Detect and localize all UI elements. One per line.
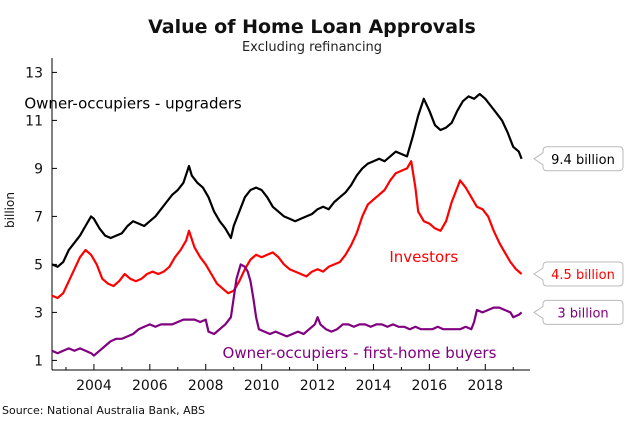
chart-title: Value of Home Loan Approvals [148, 16, 476, 38]
x-tick-label: 2014 [356, 378, 392, 394]
y-tick-label: 5 [34, 257, 43, 273]
source-note: Source: National Australia Bank, ABS [2, 404, 205, 417]
y-tick-label: 13 [25, 65, 43, 81]
end-label-2: 4.5 billion [533, 261, 624, 287]
y-axis-label: billion [3, 192, 17, 228]
end-label-text: 4.5 billion [551, 268, 615, 283]
end-label-text: 3 billion [557, 306, 608, 321]
y-tick-label: 9 [34, 161, 43, 177]
series-group [51, 92, 523, 357]
x-tick-label: 2010 [244, 378, 280, 394]
x-tick-label: 2006 [132, 378, 168, 394]
end-labels: 9.4 billion 4.5 billion 3 billion [533, 146, 624, 325]
end-label-box [533, 299, 624, 325]
x-tick-label: 2018 [467, 378, 503, 394]
end-label-box [533, 261, 624, 287]
x-tick-label: 2016 [412, 378, 448, 394]
end-label-text: 9.4 billion [551, 153, 615, 168]
chart-subtitle: Excluding refinancing [242, 40, 382, 55]
x-tick-label: 2012 [300, 378, 336, 394]
series-line-1 [51, 92, 523, 268]
series-line-2 [51, 160, 523, 300]
x-tick-label: 2008 [188, 378, 224, 394]
end-label-box [533, 146, 624, 172]
end-label-1: 9.4 billion [533, 146, 624, 172]
y-tick-label: 3 [34, 305, 43, 321]
series-annotation-3: Owner-occupiers - first-home buyers [223, 344, 497, 362]
x-tick-label: 2004 [76, 378, 112, 394]
series-line-3 [51, 263, 523, 357]
series-annotation-2: Investors [389, 248, 458, 266]
series-annotation-1: Owner-occupiers - upgraders [24, 94, 242, 112]
end-label-3: 3 billion [533, 299, 624, 325]
series-labels: Owner-occupiers - upgraders Investors Owne… [24, 94, 496, 362]
y-tick-label: 7 [34, 209, 43, 225]
y-tick-label: 1 [34, 353, 43, 369]
y-tick-label: 11 [25, 113, 43, 129]
